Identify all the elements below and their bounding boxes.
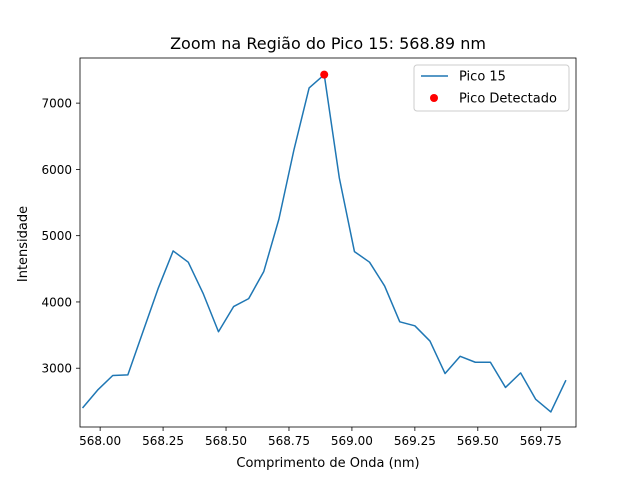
x-axis-label: Comprimento de Onda (nm): [236, 456, 419, 471]
chart-title: Zoom na Região do Pico 15: 568.89 nm: [170, 34, 486, 53]
x-tick-label: 568.75: [268, 434, 310, 448]
legend-label-pico-15: Pico 15: [459, 70, 506, 85]
y-tick-label: 4000: [41, 295, 72, 309]
x-tick-label: 569.50: [457, 434, 499, 448]
legend-label-pico-detectado: Pico Detectado: [459, 92, 557, 107]
x-tick-label: 568.50: [205, 434, 247, 448]
x-tick-label: 569.25: [394, 434, 436, 448]
y-axis-label: Intensidade: [16, 206, 31, 282]
x-tick-label: 569.75: [520, 434, 562, 448]
legend-marker-swatch: [430, 94, 438, 102]
y-tick-label: 7000: [41, 97, 72, 111]
x-tick-label: 568.25: [142, 434, 184, 448]
y-tick-label: 5000: [41, 229, 72, 243]
x-tick-label: 568.00: [79, 434, 121, 448]
x-tick-label: 569.00: [331, 434, 373, 448]
legend: Pico 15 Pico Detectado: [413, 64, 570, 112]
plot-area: 568.00 568.25 568.50 568.75 569.00 569.25 569.…: [41, 57, 577, 448]
legend-box: [413, 64, 570, 112]
detected-peak-marker: [320, 70, 329, 79]
y-tick-label: 6000: [41, 163, 72, 177]
axes-frame: [79, 57, 577, 428]
y-tick-label: 3000: [41, 362, 72, 376]
